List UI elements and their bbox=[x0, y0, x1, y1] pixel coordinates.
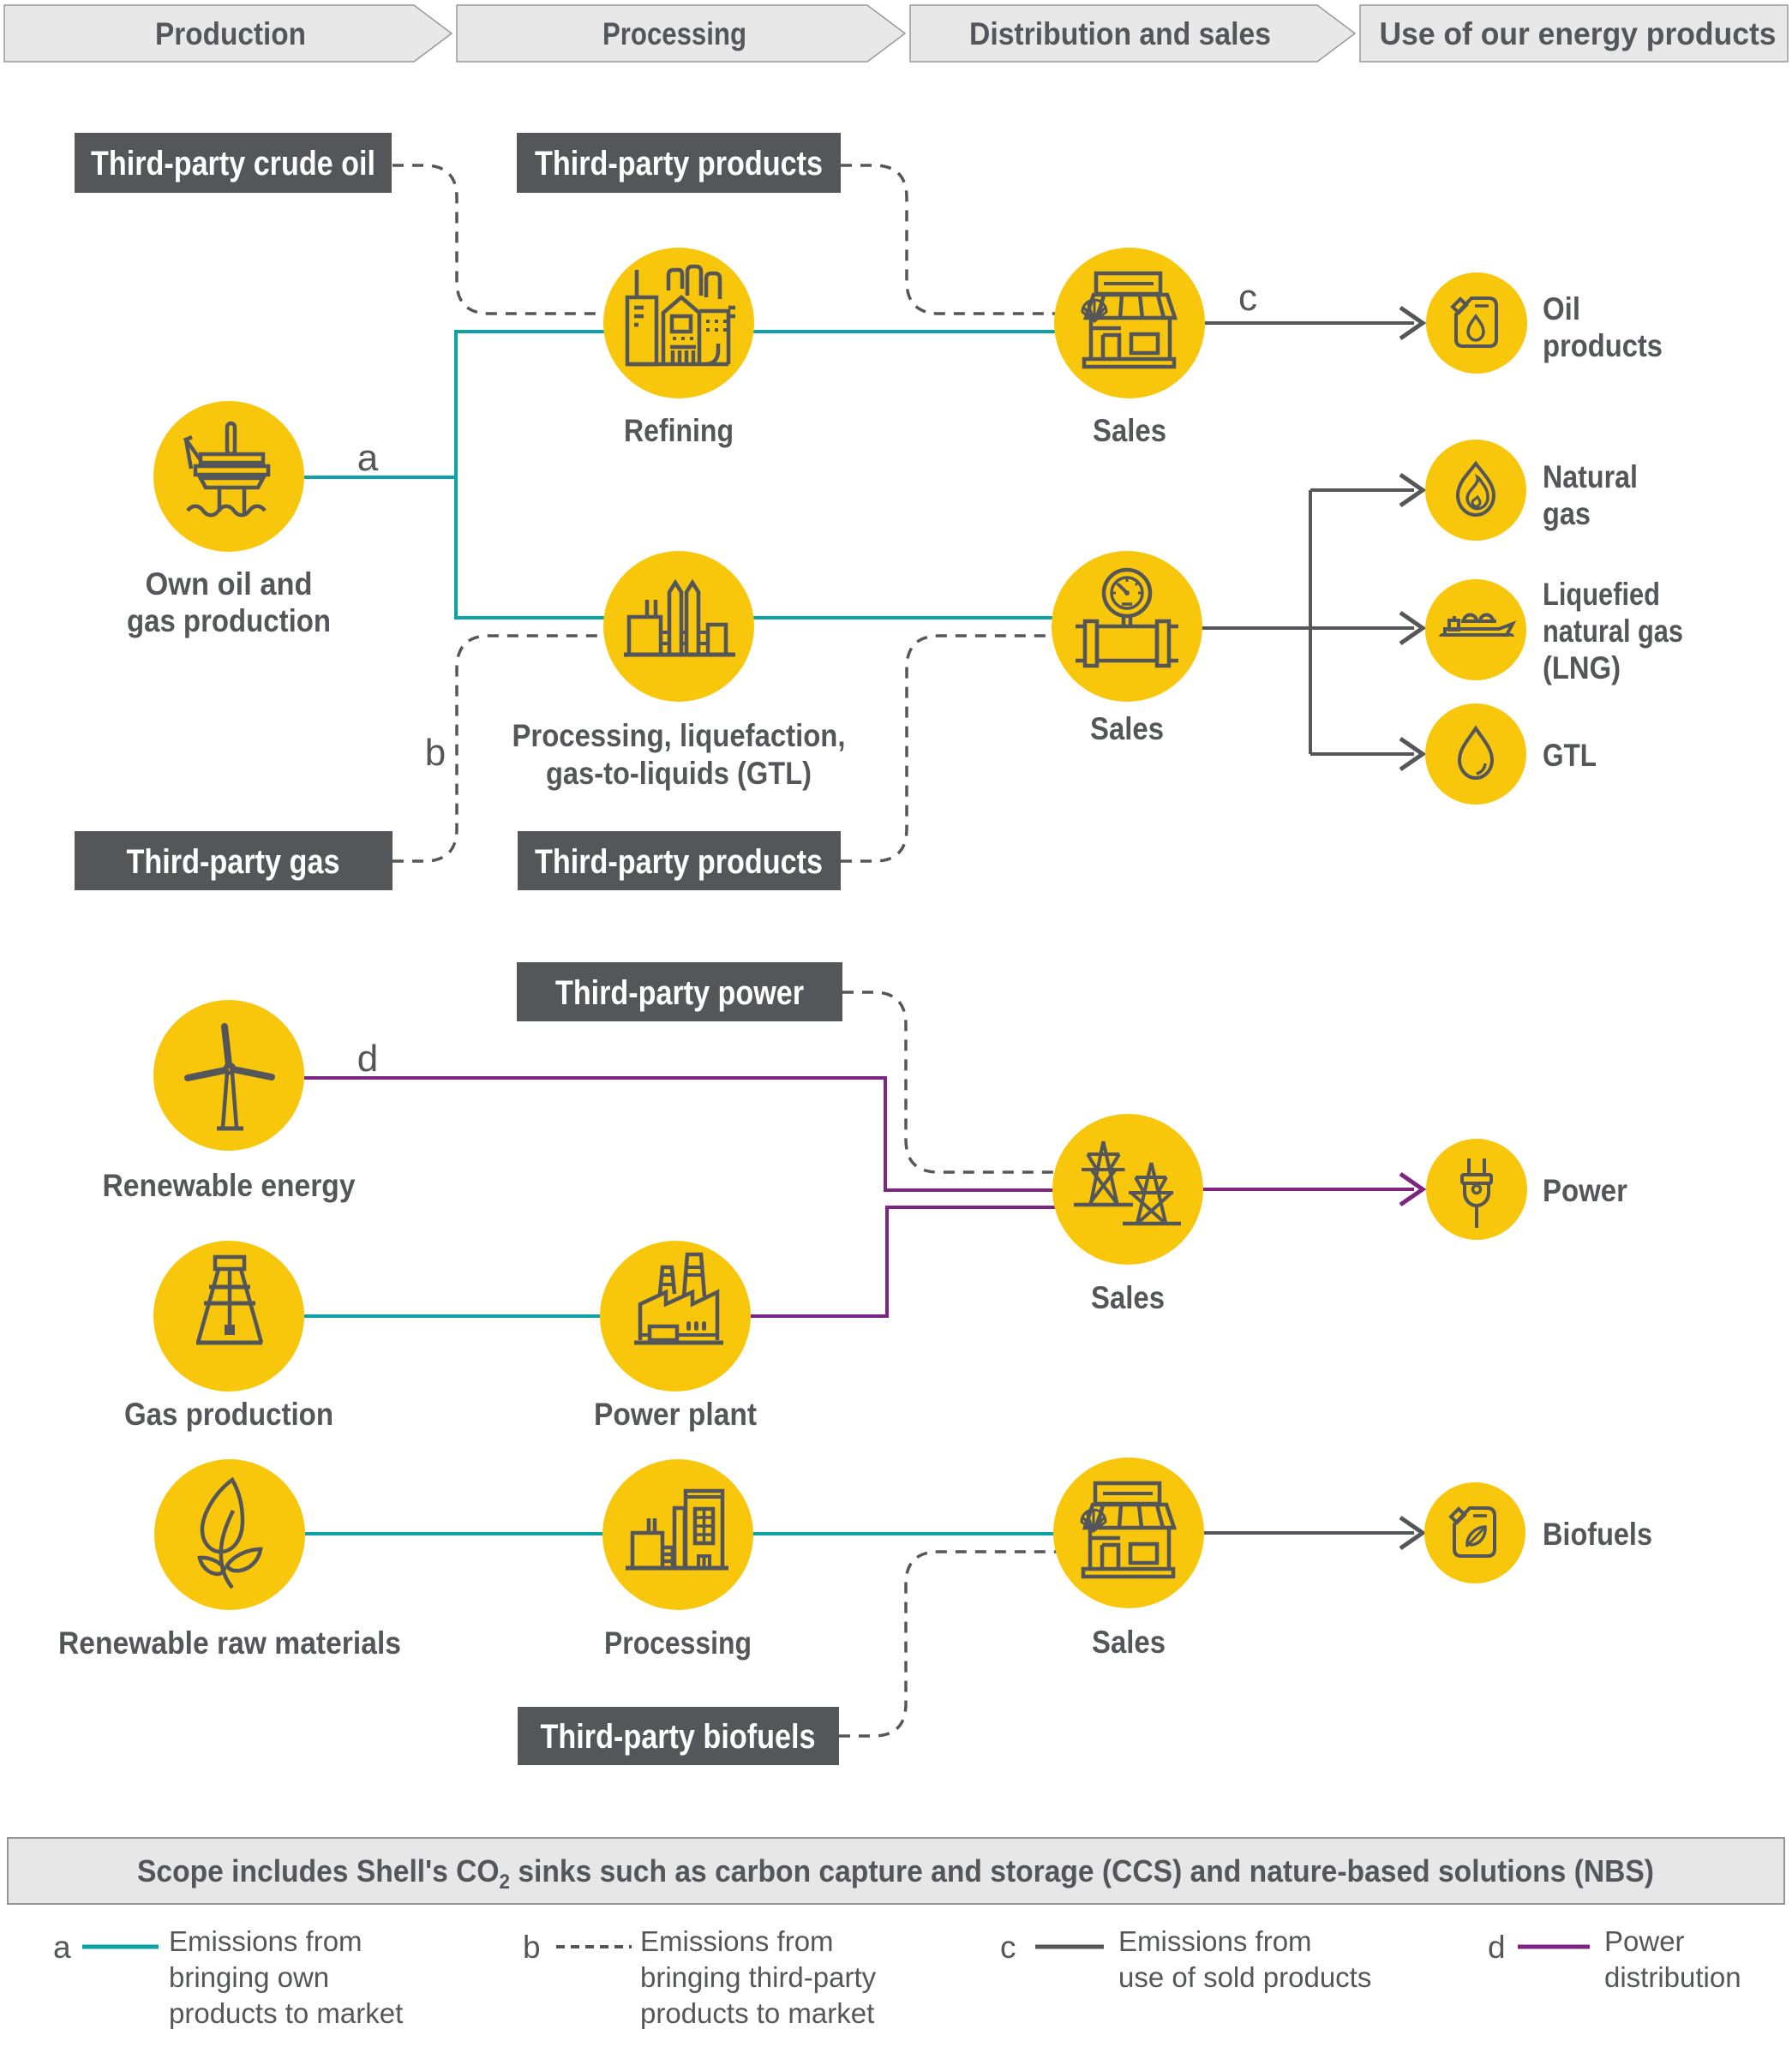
svg-text:Distribution and sales: Distribution and sales bbox=[969, 16, 1271, 51]
svg-text:d: d bbox=[357, 1038, 378, 1080]
svg-text:Own oil and: Own oil and bbox=[146, 566, 313, 602]
svg-text:c: c bbox=[1238, 277, 1257, 319]
svg-text:d: d bbox=[1488, 1930, 1506, 1965]
svg-text:Emissions from: Emissions from bbox=[1118, 1925, 1312, 1957]
svg-text:products to market: products to market bbox=[169, 1997, 403, 2029]
svg-text:Gas production: Gas production bbox=[124, 1397, 333, 1432]
svg-text:Sales: Sales bbox=[1091, 1280, 1165, 1315]
svg-text:a: a bbox=[53, 1930, 71, 1965]
svg-text:Renewable energy: Renewable energy bbox=[103, 1168, 356, 1203]
svg-text:Power: Power bbox=[1604, 1925, 1685, 1957]
svg-text:use of sold products: use of sold products bbox=[1118, 1961, 1371, 1993]
svg-text:bringing third-party: bringing third-party bbox=[640, 1961, 877, 1993]
svg-text:c: c bbox=[1000, 1930, 1016, 1965]
svg-text:Production: Production bbox=[155, 16, 306, 51]
svg-text:Oil: Oil bbox=[1543, 291, 1580, 326]
svg-text:b: b bbox=[523, 1930, 541, 1965]
svg-text:Third-party gas: Third-party gas bbox=[127, 843, 340, 881]
svg-text:Emissions from: Emissions from bbox=[640, 1925, 834, 1957]
svg-text:products: products bbox=[1543, 328, 1663, 363]
svg-text:Power plant: Power plant bbox=[594, 1397, 757, 1432]
svg-text:Scope includes Shell's CO2 sin: Scope includes Shell's CO2 sinks such as… bbox=[137, 1853, 1654, 1894]
svg-text:natural gas: natural gas bbox=[1543, 614, 1683, 649]
svg-text:Third-party products: Third-party products bbox=[535, 145, 823, 183]
svg-text:Power: Power bbox=[1543, 1173, 1627, 1208]
svg-text:Processing, liquefaction,: Processing, liquefaction, bbox=[512, 718, 846, 753]
svg-text:Refining: Refining bbox=[624, 413, 734, 448]
svg-text:a: a bbox=[357, 437, 379, 479]
svg-text:gas production: gas production bbox=[127, 603, 331, 638]
svg-text:Renewable raw materials: Renewable raw materials bbox=[58, 1625, 401, 1661]
svg-text:b: b bbox=[425, 732, 446, 774]
svg-text:Emissions from: Emissions from bbox=[169, 1925, 363, 1957]
svg-text:bringing own: bringing own bbox=[169, 1961, 329, 1993]
svg-text:GTL: GTL bbox=[1543, 738, 1597, 773]
svg-text:Biofuels: Biofuels bbox=[1543, 1517, 1652, 1552]
svg-text:Natural: Natural bbox=[1543, 459, 1638, 494]
svg-text:Third-party products: Third-party products bbox=[535, 843, 823, 881]
svg-text:Third-party power: Third-party power bbox=[555, 974, 804, 1012]
svg-text:gas: gas bbox=[1543, 496, 1591, 531]
svg-text:Liquefied: Liquefied bbox=[1543, 577, 1660, 612]
svg-text:gas-to-liquids (GTL): gas-to-liquids (GTL) bbox=[546, 756, 812, 791]
svg-text:Sales: Sales bbox=[1093, 413, 1166, 448]
svg-text:Sales: Sales bbox=[1090, 711, 1164, 746]
svg-text:Processing: Processing bbox=[604, 1625, 752, 1661]
svg-text:(LNG): (LNG) bbox=[1543, 650, 1621, 685]
svg-text:distribution: distribution bbox=[1604, 1961, 1741, 1993]
svg-text:Use of our energy products: Use of our energy products bbox=[1380, 16, 1777, 51]
svg-text:Third-party biofuels: Third-party biofuels bbox=[541, 1718, 816, 1756]
svg-text:Sales: Sales bbox=[1092, 1625, 1166, 1660]
svg-text:Third-party crude oil: Third-party crude oil bbox=[91, 145, 375, 183]
svg-text:products to market: products to market bbox=[640, 1997, 874, 2029]
svg-text:Processing: Processing bbox=[602, 16, 746, 51]
